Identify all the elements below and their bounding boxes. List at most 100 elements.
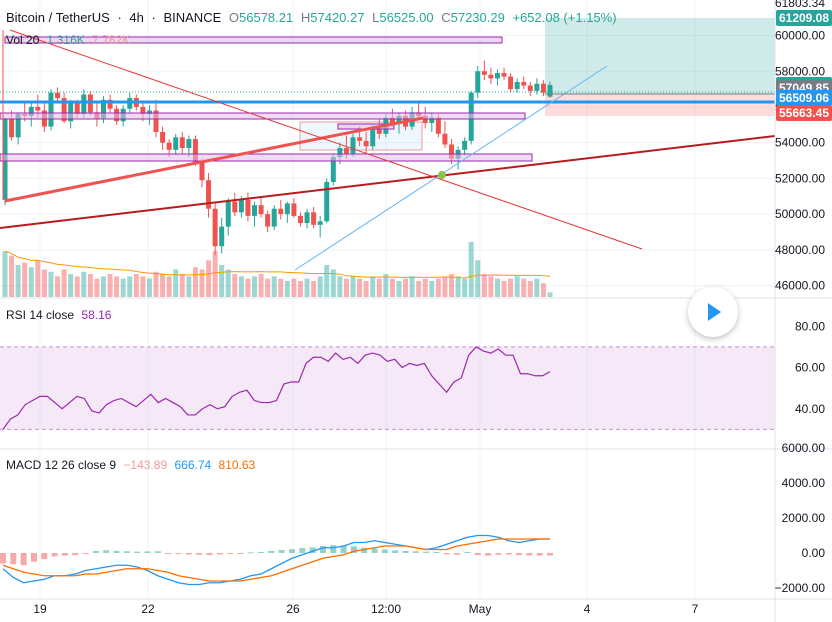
macd-hist-bar — [433, 551, 440, 553]
rsi-tick: 80.00 — [795, 319, 825, 333]
volume-bar — [87, 274, 93, 297]
volume-bar — [146, 278, 152, 297]
symbol-name[interactable]: Bitcoin / TetherUS — [6, 10, 110, 25]
price-tick-top: 61803.34 — [775, 0, 825, 10]
volume-bar — [74, 276, 80, 297]
volume-ma-value: 7.782K — [92, 33, 131, 47]
volume-bar — [350, 276, 356, 297]
candle-body — [252, 205, 258, 216]
volume-bar — [94, 278, 100, 297]
volume-bar — [48, 271, 54, 297]
volume-bar — [462, 278, 468, 297]
time-tick: 26 — [286, 602, 300, 616]
candle-body — [219, 226, 225, 247]
long-position-profit-zone — [545, 18, 775, 94]
volume-bar — [429, 280, 435, 297]
volume-bar — [475, 260, 481, 297]
volume-bar — [304, 278, 310, 297]
volume-bar — [173, 269, 179, 297]
macd-hist-bar — [113, 550, 120, 553]
volume-bar — [271, 276, 277, 297]
macd-hist-bar — [10, 553, 17, 565]
volume-bar — [317, 276, 323, 297]
candle-body — [28, 106, 34, 116]
price-tick: 46000.00 — [775, 279, 825, 293]
candle-body — [173, 137, 179, 150]
candle-body — [297, 215, 303, 224]
signal-value: 810.63 — [218, 458, 256, 472]
macd-hist-bar — [144, 551, 151, 553]
candle-body — [265, 214, 271, 227]
macd-hist-bar — [268, 550, 275, 553]
volume-bar — [521, 278, 527, 297]
trendline-blue-thin — [294, 65, 608, 271]
purple-rectangle-vol — [4, 36, 503, 44]
volume-bar — [291, 278, 297, 297]
macd-hist-bar — [516, 553, 523, 556]
candle-body — [521, 81, 527, 86]
candle-body — [330, 156, 336, 182]
macd-hist-bar — [134, 551, 141, 553]
macd-hist-bar — [61, 553, 68, 556]
candle-body — [304, 212, 310, 224]
volume-bars — [2, 242, 553, 297]
candle-body — [100, 99, 106, 120]
volume-bar — [238, 276, 244, 297]
volume-bar — [547, 292, 553, 297]
price-tick: 58000.00 — [775, 64, 825, 78]
volume-bar — [199, 269, 205, 297]
volume-bar — [28, 267, 34, 297]
volume-bar — [219, 264, 225, 297]
macd-hist-bar — [536, 553, 543, 556]
price-label-text: 56509.06 — [779, 91, 829, 105]
volume-bar — [343, 278, 349, 297]
macd-hist-bar — [92, 550, 99, 553]
replay-play-button[interactable] — [688, 287, 738, 337]
volume-bar — [153, 271, 159, 297]
volume-bar — [252, 276, 258, 297]
candle-body — [153, 110, 159, 132]
low-label: L — [372, 10, 380, 25]
play-icon — [708, 303, 721, 321]
volume-bar — [370, 276, 376, 297]
candle-body — [442, 133, 448, 145]
volume-bar — [179, 274, 185, 297]
volume-bar — [311, 280, 317, 297]
candle-body — [232, 201, 238, 213]
macd-hist-bar — [72, 553, 79, 556]
macd-tick: 4000.00 — [782, 476, 826, 490]
volume-bar — [166, 276, 172, 297]
macd-hist-bar — [454, 553, 461, 555]
macd-hist-bar — [505, 553, 512, 555]
candle-body — [206, 180, 212, 209]
candle-body — [48, 92, 54, 127]
volume-bar — [514, 276, 520, 297]
time-tick: May — [469, 602, 492, 616]
volume-label[interactable]: Vol 20 — [6, 33, 40, 47]
macd-hist-bar — [330, 545, 337, 553]
rsi-legend: RSI 14 close 58.16 — [6, 308, 115, 322]
volume-bar — [481, 274, 487, 297]
exchange: BINANCE — [163, 10, 222, 25]
macd-hist-bar — [495, 553, 502, 555]
interval[interactable]: 4h — [129, 10, 144, 25]
macd-hist-bar — [340, 545, 347, 553]
volume-bar — [35, 260, 41, 297]
high-value: 57420.27 — [310, 10, 365, 25]
rsi-label[interactable]: RSI 14 close — [6, 308, 75, 322]
grid-lines — [0, 0, 775, 599]
volume-bar — [357, 278, 363, 297]
volume-bar — [225, 269, 231, 297]
macd-label[interactable]: MACD 12 26 close 9 — [6, 458, 117, 472]
volume-bar — [389, 278, 395, 297]
candle-body — [547, 85, 553, 97]
price-label-text: 61209.08 — [779, 11, 829, 25]
candle-body — [435, 117, 441, 134]
price-tick: 54000.00 — [775, 136, 825, 150]
volume-bar — [265, 278, 271, 297]
candle-body — [337, 148, 343, 157]
macd-hist-bar — [20, 553, 27, 566]
volume-bar — [508, 278, 514, 297]
